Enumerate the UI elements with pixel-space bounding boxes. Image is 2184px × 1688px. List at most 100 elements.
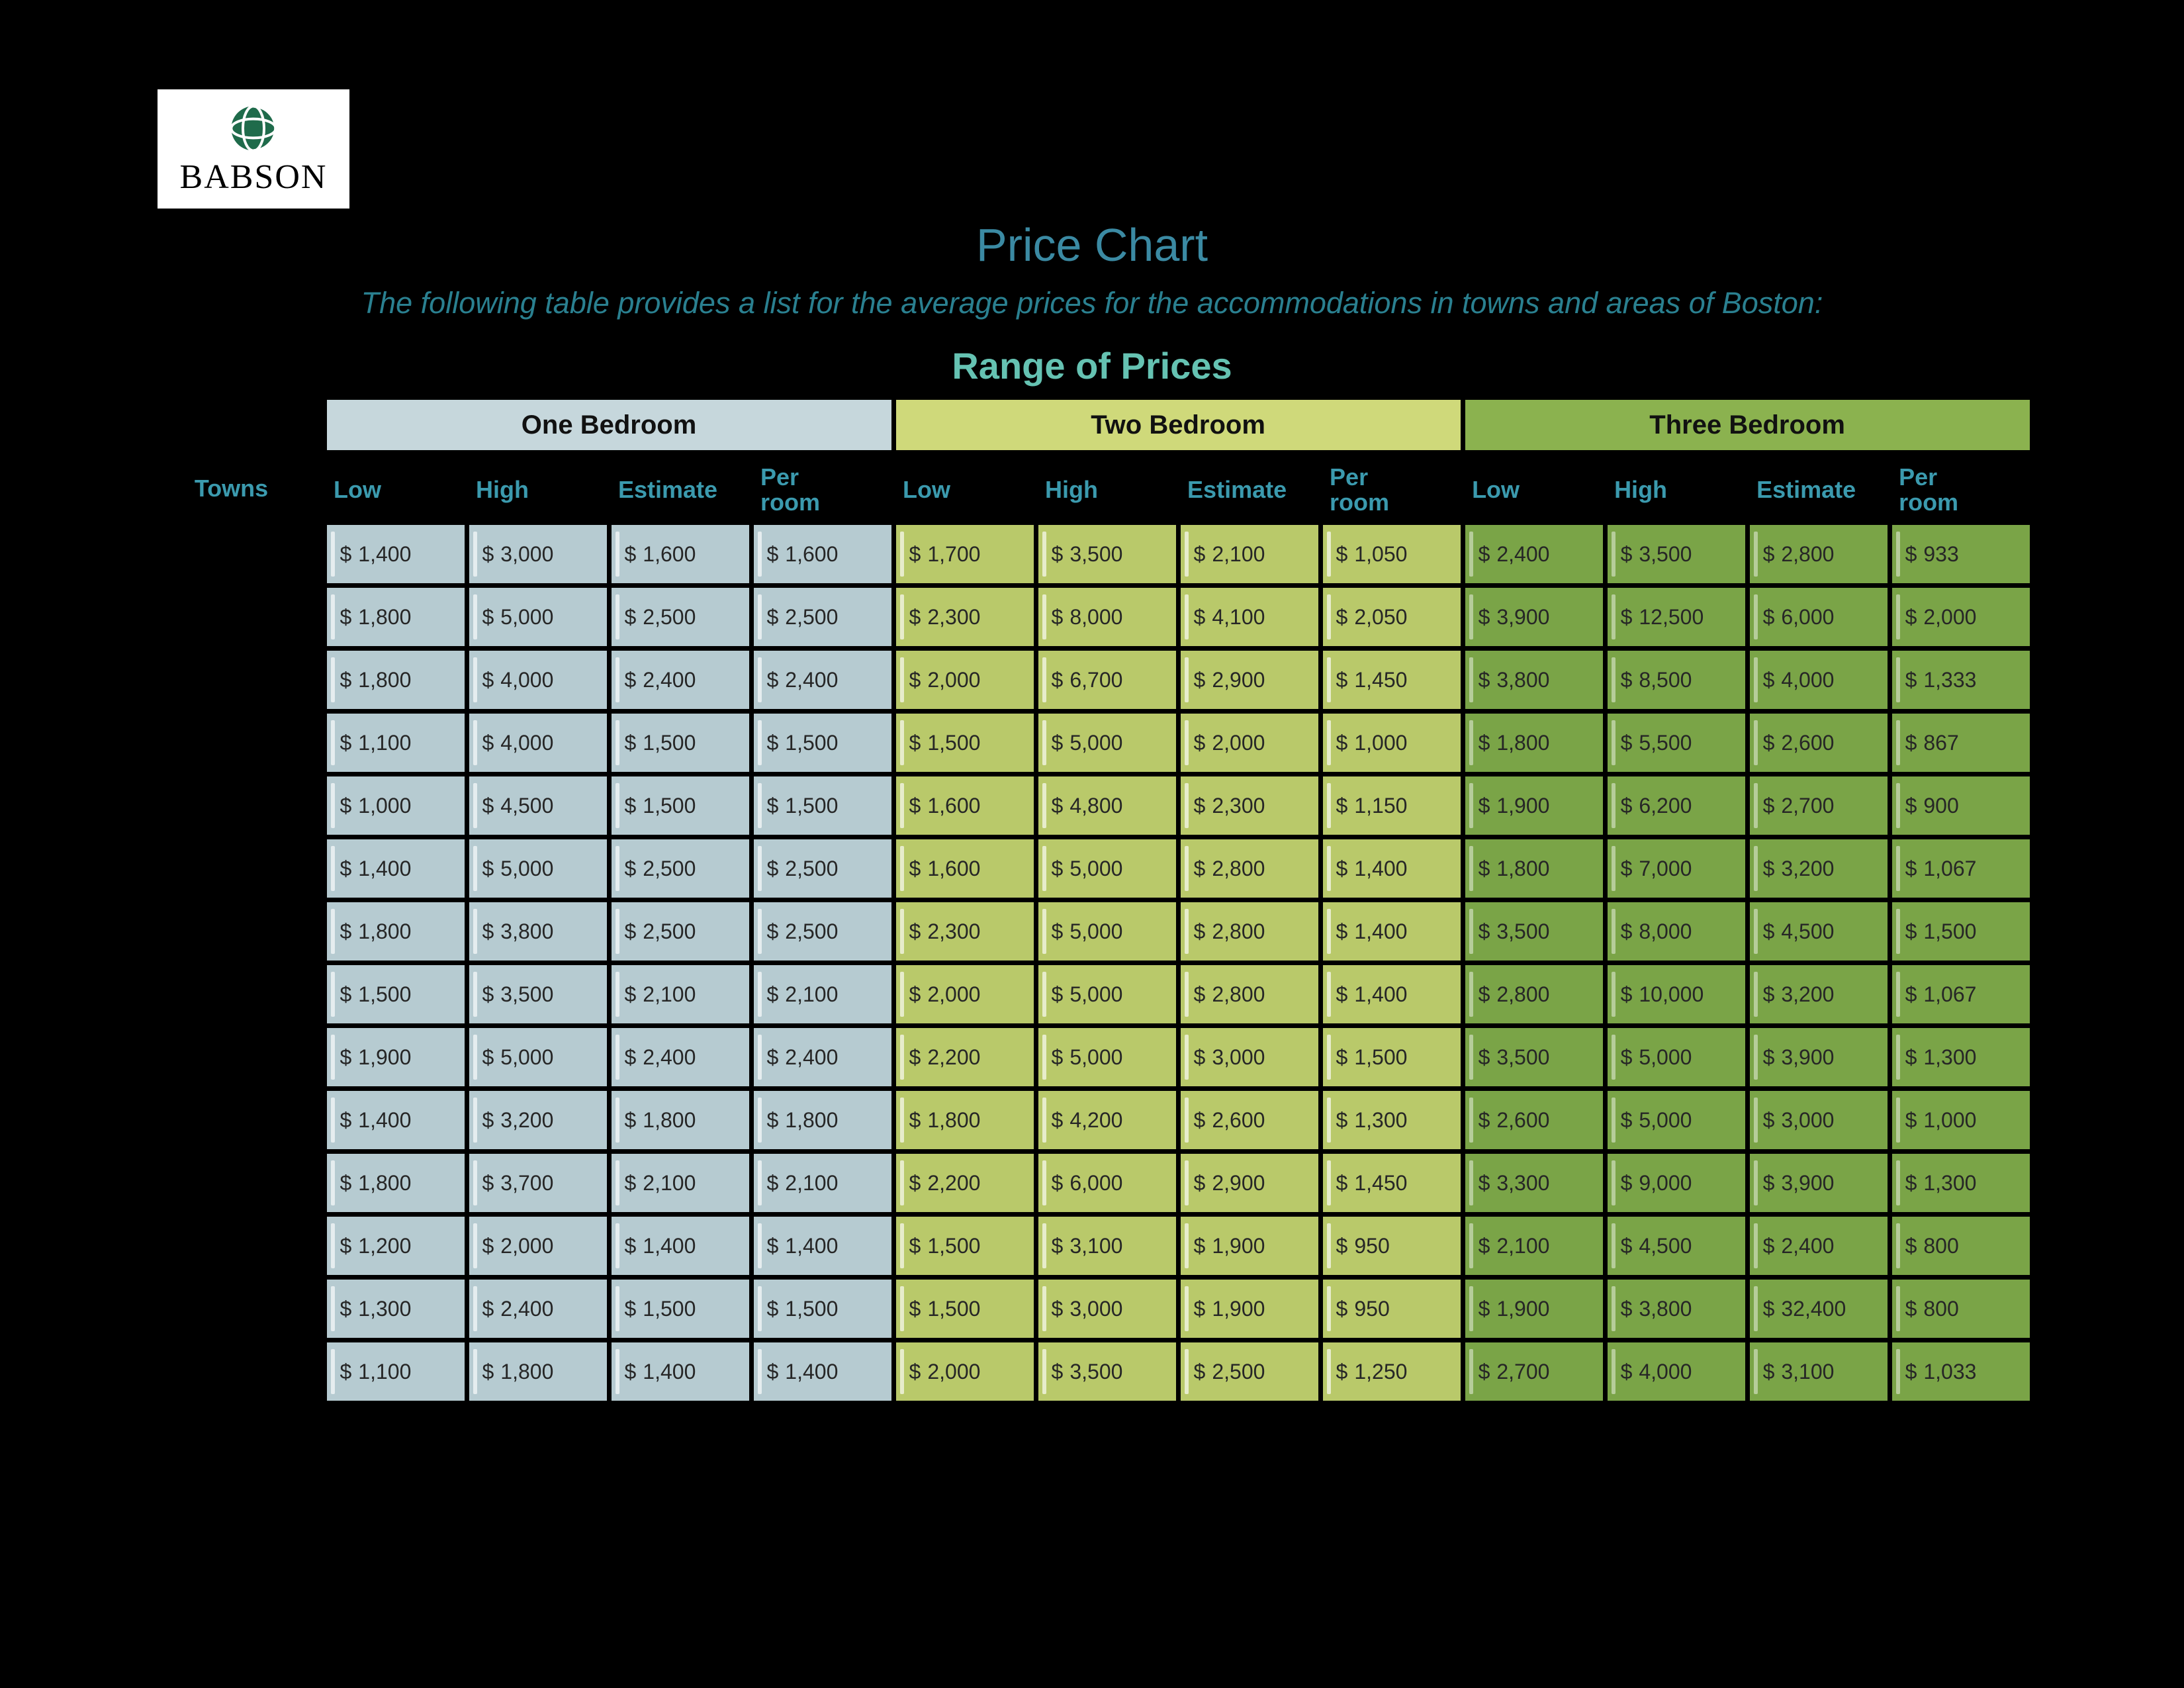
price-value: $2,500 (754, 839, 891, 898)
town-name-cell (139, 1152, 324, 1215)
price-value: $3,900 (1750, 1154, 1888, 1212)
column-header-row: TownsLowHighEstimatePerroomLowHighEstima… (139, 453, 2032, 526)
price-value: $5,000 (469, 1028, 607, 1086)
price-value: $2,100 (1465, 1217, 1603, 1275)
price-cell: $1,800 (324, 1152, 467, 1215)
price-value: $1,400 (754, 1217, 891, 1275)
col-header-two-per_room: Perroom (1320, 453, 1463, 526)
price-cell: $5,000 (1036, 837, 1178, 900)
price-value: $1,600 (896, 839, 1034, 898)
col-header-three-high: High (1605, 453, 1747, 526)
towns-column-header: Towns (139, 453, 324, 526)
price-value: $2,500 (612, 839, 749, 898)
price-value: $2,000 (896, 965, 1034, 1023)
price-value: $2,000 (896, 651, 1034, 709)
price-cell: $1,600 (751, 525, 893, 586)
price-value: $2,000 (1892, 588, 2030, 646)
price-value: $1,500 (612, 1280, 749, 1338)
price-value: $8,000 (1038, 588, 1176, 646)
table-row: $1,400$3,200$1,800$1,800$1,800$4,200$2,6… (139, 1089, 2032, 1152)
price-cell: $2,000 (1178, 712, 1320, 774)
price-value: $2,600 (1181, 1091, 1318, 1149)
price-value: $3,000 (1038, 1280, 1176, 1338)
price-value: $10,000 (1608, 965, 1745, 1023)
price-cell: $1,800 (1463, 837, 1605, 900)
price-cell: $1,067 (1889, 963, 2032, 1026)
price-value: $4,100 (1181, 588, 1318, 646)
price-cell: $32,400 (1747, 1278, 1889, 1340)
price-value: $950 (1323, 1217, 1461, 1275)
price-cell: $1,150 (1320, 774, 1463, 837)
price-value: $1,700 (896, 525, 1034, 583)
price-cell: $5,000 (1036, 963, 1178, 1026)
town-name-cell (139, 1278, 324, 1340)
price-cell: $3,100 (1036, 1215, 1178, 1278)
price-value: $2,050 (1323, 588, 1461, 646)
col-header-three-low: Low (1463, 453, 1605, 526)
page-subtitle: The following table provides a list for … (0, 286, 2184, 320)
price-cell: $5,000 (1036, 1026, 1178, 1089)
price-cell: $3,500 (1605, 525, 1747, 586)
price-value: $3,800 (1465, 651, 1603, 709)
price-cell: $2,900 (1178, 649, 1320, 712)
price-value: $3,800 (469, 902, 607, 961)
price-cell: $6,000 (1747, 586, 1889, 649)
price-value: $2,100 (612, 965, 749, 1023)
price-cell: $2,000 (467, 1215, 609, 1278)
price-cell: $1,450 (1320, 649, 1463, 712)
price-value: $1,500 (896, 714, 1034, 772)
price-value: $3,200 (1750, 839, 1888, 898)
price-cell: $3,200 (1747, 963, 1889, 1026)
price-cell: $2,800 (1747, 525, 1889, 586)
price-value: $1,800 (754, 1091, 891, 1149)
price-cell: $2,400 (751, 649, 893, 712)
price-cell: $3,000 (1036, 1278, 1178, 1340)
price-value: $1,600 (612, 525, 749, 583)
globe-icon (227, 102, 280, 155)
price-cell: $2,500 (751, 900, 893, 963)
price-cell: $2,300 (893, 900, 1036, 963)
price-cell: $5,000 (1605, 1089, 1747, 1152)
price-value: $2,500 (612, 902, 749, 961)
table-row: $1,300$2,400$1,500$1,500$1,500$3,000$1,9… (139, 1278, 2032, 1340)
group-header-row: One BedroomTwo BedroomThree Bedroom (139, 400, 2032, 453)
price-value: $4,000 (1608, 1342, 1745, 1401)
price-value: $1,400 (1323, 902, 1461, 961)
table-row: $1,900$5,000$2,400$2,400$2,200$5,000$3,0… (139, 1026, 2032, 1089)
price-cell: $2,800 (1178, 837, 1320, 900)
price-value: $2,400 (469, 1280, 607, 1338)
price-cell: $2,100 (609, 1152, 751, 1215)
price-cell: $3,500 (1463, 1026, 1605, 1089)
price-table: One BedroomTwo BedroomThree BedroomTowns… (139, 400, 2034, 1405)
price-value: $2,300 (896, 902, 1034, 961)
price-value: $2,100 (612, 1154, 749, 1212)
price-cell: $1,400 (751, 1340, 893, 1403)
group-header-three: Three Bedroom (1463, 400, 2032, 453)
price-cell: $800 (1889, 1278, 2032, 1340)
price-value: $1,500 (1892, 902, 2030, 961)
price-cell: $1,100 (324, 1340, 467, 1403)
town-name-cell (139, 586, 324, 649)
price-value: $1,400 (612, 1217, 749, 1275)
price-value: $4,000 (469, 714, 607, 772)
price-cell: $4,100 (1178, 586, 1320, 649)
table-row: $1,800$5,000$2,500$2,500$2,300$8,000$4,1… (139, 586, 2032, 649)
price-value: $1,150 (1323, 776, 1461, 835)
price-value: $1,800 (1465, 714, 1603, 772)
price-cell: $3,500 (1036, 1340, 1178, 1403)
price-cell: $1,400 (1320, 837, 1463, 900)
price-value: $933 (1892, 525, 2030, 583)
town-name-cell (139, 963, 324, 1026)
price-cell: $2,700 (1463, 1340, 1605, 1403)
price-value: $2,200 (896, 1028, 1034, 1086)
price-value: $867 (1892, 714, 2030, 772)
town-name-cell (139, 1215, 324, 1278)
town-name-cell (139, 837, 324, 900)
price-value: $6,000 (1750, 588, 1888, 646)
price-cell: $1,400 (324, 525, 467, 586)
price-value: $2,000 (469, 1217, 607, 1275)
price-cell: $2,500 (609, 586, 751, 649)
price-cell: $2,400 (751, 1026, 893, 1089)
price-value: $1,500 (754, 714, 891, 772)
price-cell: $3,200 (467, 1089, 609, 1152)
